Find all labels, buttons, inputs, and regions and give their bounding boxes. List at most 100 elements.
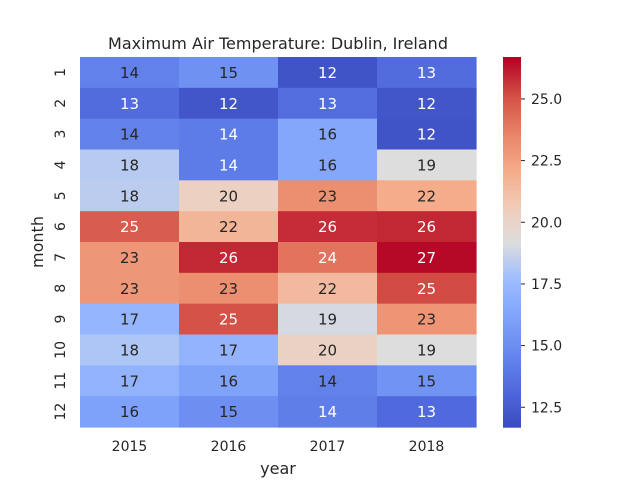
colorbar-segment [503,394,521,399]
colorbar-segment [503,207,521,211]
colorbar-segment [503,71,521,75]
colorbar-segment [503,377,521,381]
heatmap-cell [179,334,279,366]
cell-value-label: 19 [417,156,436,174]
x-tick-label: 2018 [409,439,445,455]
colorbar-segment [503,360,521,364]
colorbar-segment [503,197,521,201]
heatmap-cell [179,303,279,336]
colorbar-segment [503,298,521,302]
cell-value-label: 15 [219,64,238,82]
colorbar-segment [503,195,521,199]
cell-value-label: 14 [219,156,238,174]
cell-value-label: 22 [417,187,436,205]
colorbar-segment [503,343,521,347]
colorbar-segment [503,69,521,73]
colorbar-segment [503,308,521,312]
heatmap-cell [278,149,378,181]
colorbar-segment [503,412,521,416]
colorbar-segment [503,91,521,95]
cell-value-label: 13 [417,64,436,82]
cell-value-label: 15 [417,372,436,390]
colorbar-segment [503,293,521,297]
colorbar-segment [503,301,521,305]
cell-value-label: 23 [417,311,436,329]
cell-value-label: 26 [318,218,337,236]
y-tick-label: 6 [53,222,69,231]
heatmap-cell [377,118,477,151]
x-tick-labels: 2015 2016 2017 2018 [112,439,445,455]
cell-value-label: 25 [417,280,436,298]
heatmap-cell [179,365,279,397]
heatmap-cell [278,57,378,89]
heatmap-cell [377,396,477,428]
colorbar-segment [503,335,521,339]
heatmap-cell [179,396,279,428]
colorbar-segment [503,108,521,112]
colorbar-segment [503,153,521,157]
heatmap-cell [179,87,279,120]
colorbar-segment [503,338,521,342]
colorbar-segment [503,182,521,186]
colorbar-segment [503,106,521,110]
colorbar-segment [503,200,521,204]
colorbar-segment [503,222,521,226]
colorbar-segment [503,234,521,238]
colorbar-segment [503,330,521,334]
colorbar-segment [503,165,521,169]
colorbar-segment [503,116,521,120]
colorbar-segment [503,61,521,66]
colorbar-segment [503,86,521,90]
heatmap-cell [179,149,279,181]
colorbar-segment [503,219,521,223]
heatmap-cell [278,334,378,366]
colorbar-segment [503,365,521,369]
colorbar-segment [503,94,521,98]
heatmap-cell [278,303,378,336]
colorbar-segment [503,126,521,130]
colorbar-segment [503,244,521,248]
colorbar-segment [503,214,521,219]
colorbar-segment [503,187,521,191]
colorbar-segment [503,251,521,256]
cell-value-label: 13 [318,95,337,113]
cell-value-label: 14 [318,372,337,390]
colorbar-segment [503,101,521,105]
colorbar-segment [503,323,521,327]
colorbar-segment [503,185,521,189]
cell-value-label: 14 [318,403,337,421]
y-tick-label: 2 [53,99,69,108]
heatmap-cell [80,87,180,120]
colorbar-segment [503,160,521,164]
heatmap-cell [179,180,279,212]
colorbar-segment [503,316,521,320]
colorbar-segment [503,266,521,270]
y-tick-label: 11 [53,372,69,390]
colorbar-segment [503,163,521,167]
cell-value-label: 16 [219,372,238,390]
colorbar-tick-label: 17.5 [531,277,562,293]
colorbar-segment [503,190,521,194]
cell-value-label: 17 [120,372,139,390]
cell-value-label: 23 [120,280,139,298]
colorbar-segment [503,404,521,408]
colorbar-segment [503,382,521,386]
cell-value-label: 16 [318,126,337,144]
colorbar-segment [503,209,521,214]
colorbar-segment [503,227,521,231]
colorbar-segment [503,177,521,182]
heatmap-cell [278,396,378,428]
cell-value-label: 18 [120,187,139,205]
colorbar-segment [503,261,521,265]
cell-value-label: 18 [120,156,139,174]
colorbar-segment [503,256,521,260]
colorbar-segment [503,355,521,359]
colorbar-segment [503,286,521,290]
colorbar-segment [503,283,521,288]
heatmap-cell [278,272,378,305]
cell-value-label: 15 [219,403,238,421]
colorbar-segment [503,288,521,293]
heatmap-cell [278,87,378,120]
heatmap-cell [377,211,477,243]
